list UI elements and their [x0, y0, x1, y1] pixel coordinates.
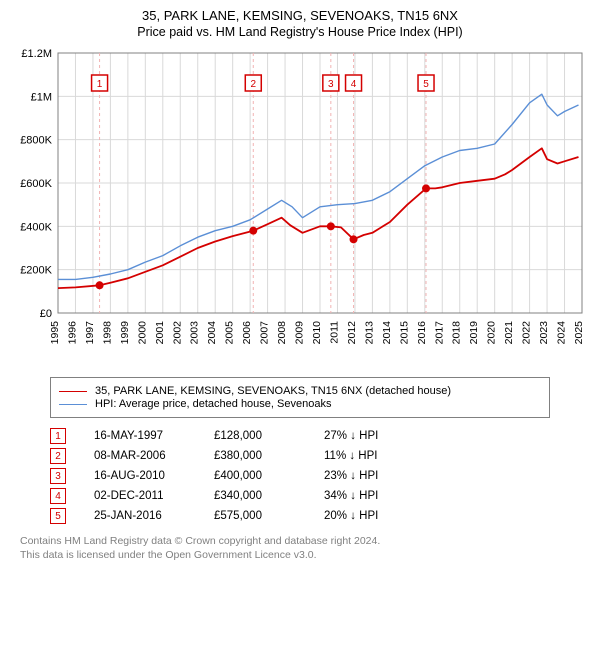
footer-line-2: This data is licensed under the Open Gov…: [20, 548, 590, 562]
svg-text:1: 1: [97, 79, 103, 90]
svg-text:£0: £0: [40, 308, 52, 320]
sale-date: 25-JAN-2016: [94, 510, 214, 522]
svg-text:2004: 2004: [206, 321, 218, 345]
svg-text:2000: 2000: [136, 321, 148, 345]
svg-text:2015: 2015: [398, 321, 410, 345]
svg-text:2022: 2022: [521, 321, 533, 345]
sale-price: £575,000: [214, 510, 324, 522]
legend-label: HPI: Average price, detached house, Seve…: [95, 398, 331, 410]
footer-line-1: Contains HM Land Registry data © Crown c…: [20, 534, 590, 548]
sale-date: 02-DEC-2011: [94, 490, 214, 502]
sales-row: 4 02-DEC-2011£340,00034% ↓ HPI: [50, 488, 590, 504]
svg-text:1999: 1999: [119, 321, 131, 345]
legend-row-property: 35, PARK LANE, KEMSING, SEVENOAKS, TN15 …: [59, 385, 541, 397]
sale-marker-badge: 3: [50, 468, 66, 484]
svg-text:2006: 2006: [241, 321, 253, 345]
sales-row: 1 16-MAY-1997£128,00027% ↓ HPI: [50, 428, 590, 444]
svg-text:2005: 2005: [224, 321, 236, 345]
sale-price: £400,000: [214, 470, 324, 482]
svg-text:2018: 2018: [451, 321, 463, 345]
svg-text:3: 3: [328, 79, 334, 90]
svg-text:2020: 2020: [486, 321, 498, 345]
line-chart: £0 £200K £400K £600K £800K £1M £1.2M 1995 1996 19…: [10, 45, 590, 375]
svg-text:2010: 2010: [311, 321, 323, 345]
svg-text:£400K: £400K: [20, 221, 52, 233]
legend-swatch: [59, 404, 87, 405]
sale-marker-badge: 5: [50, 508, 66, 524]
svg-text:2024: 2024: [556, 321, 568, 345]
sale-price: £128,000: [214, 430, 324, 442]
svg-text:2025: 2025: [573, 321, 585, 345]
svg-text:5: 5: [423, 79, 429, 90]
legend-row-hpi: HPI: Average price, detached house, Seve…: [59, 398, 541, 410]
svg-text:£1M: £1M: [31, 91, 52, 103]
sales-table: 1 16-MAY-1997£128,00027% ↓ HPI 2 08-MAR-200…: [50, 424, 590, 528]
chart-area: £0 £200K £400K £600K £800K £1M £1.2M 1995 1996 19…: [10, 45, 590, 375]
sale-price: £380,000: [214, 450, 324, 462]
page-container: 35, PARK LANE, KEMSING, SEVENOAKS, TN15 …: [0, 0, 600, 650]
svg-text:1997: 1997: [84, 321, 96, 345]
sale-delta: 11% ↓ HPI: [324, 450, 444, 462]
footer: Contains HM Land Registry data © Crown c…: [20, 534, 590, 562]
svg-text:2011: 2011: [328, 321, 340, 344]
svg-text:1998: 1998: [101, 321, 113, 345]
svg-text:2009: 2009: [294, 321, 306, 345]
svg-text:2023: 2023: [538, 321, 550, 345]
svg-text:2021: 2021: [503, 321, 515, 345]
svg-text:1996: 1996: [66, 321, 78, 345]
svg-text:£600K: £600K: [20, 178, 52, 190]
sale-marker-badge: 1: [50, 428, 66, 444]
chart-title: 35, PARK LANE, KEMSING, SEVENOAKS, TN15 …: [10, 8, 590, 23]
svg-text:1995: 1995: [49, 321, 61, 345]
titles-block: 35, PARK LANE, KEMSING, SEVENOAKS, TN15 …: [10, 8, 590, 39]
sale-date: 16-MAY-1997: [94, 430, 214, 442]
svg-text:2001: 2001: [154, 321, 166, 345]
sale-marker-badge: 2: [50, 448, 66, 464]
sales-row: 5 25-JAN-2016£575,00020% ↓ HPI: [50, 508, 590, 524]
svg-text:2019: 2019: [468, 321, 480, 345]
sale-delta: 34% ↓ HPI: [324, 490, 444, 502]
svg-text:2017: 2017: [433, 321, 445, 345]
sale-delta: 27% ↓ HPI: [324, 430, 444, 442]
sale-price: £340,000: [214, 490, 324, 502]
legend-swatch: [59, 391, 87, 392]
svg-text:2013: 2013: [363, 321, 375, 345]
sales-row: 3 16-AUG-2010£400,00023% ↓ HPI: [50, 468, 590, 484]
svg-text:2007: 2007: [259, 321, 271, 345]
sale-marker-badge: 4: [50, 488, 66, 504]
svg-text:2: 2: [250, 79, 256, 90]
legend-label: 35, PARK LANE, KEMSING, SEVENOAKS, TN15 …: [95, 385, 451, 397]
legend: 35, PARK LANE, KEMSING, SEVENOAKS, TN15 …: [50, 377, 550, 418]
sales-row: 2 08-MAR-2006£380,00011% ↓ HPI: [50, 448, 590, 464]
sale-delta: 23% ↓ HPI: [324, 470, 444, 482]
svg-text:4: 4: [351, 79, 357, 90]
svg-text:2002: 2002: [171, 321, 183, 345]
svg-text:2012: 2012: [346, 321, 358, 345]
svg-text:£1.2M: £1.2M: [21, 48, 52, 60]
svg-text:2016: 2016: [416, 321, 428, 345]
svg-text:2003: 2003: [189, 321, 201, 345]
svg-text:2014: 2014: [381, 321, 393, 345]
svg-text:2008: 2008: [276, 321, 288, 345]
svg-text:£800K: £800K: [20, 135, 52, 147]
sale-delta: 20% ↓ HPI: [324, 510, 444, 522]
chart-subtitle: Price paid vs. HM Land Registry's House …: [10, 25, 590, 39]
svg-text:£200K: £200K: [20, 265, 52, 277]
sale-date: 08-MAR-2006: [94, 450, 214, 462]
sale-date: 16-AUG-2010: [94, 470, 214, 482]
